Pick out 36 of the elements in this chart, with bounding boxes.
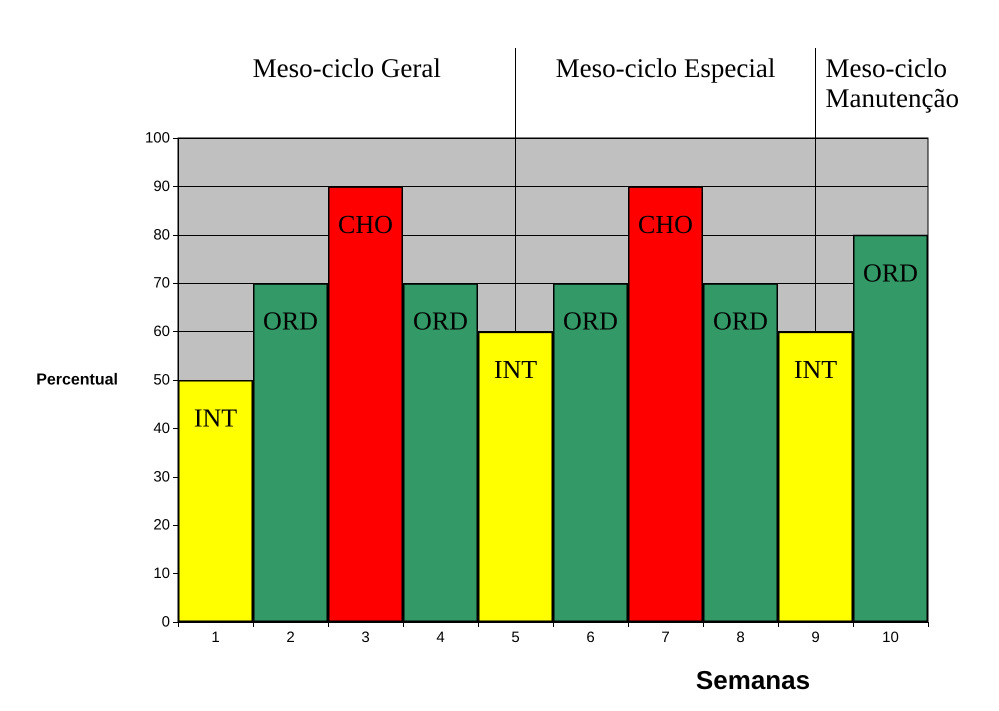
y-tick-label: 20 — [153, 516, 170, 534]
x-tick-label: 1 — [211, 629, 220, 646]
x-tick-label: 4 — [436, 629, 445, 646]
data-label: INT — [194, 404, 238, 432]
text: Meso-ciclo Especial — [556, 53, 776, 83]
data-label: INT — [494, 355, 538, 384]
data-label: ORD — [713, 306, 768, 336]
x-tick-label: 5 — [511, 629, 520, 646]
y-tick-label: 10 — [153, 565, 170, 582]
x-tick-label: 2 — [286, 629, 295, 646]
y-tick-label: 50 — [153, 372, 170, 388]
x-tick-label: 6 — [586, 629, 595, 646]
y-tick-label: 80 — [153, 226, 170, 244]
data-label: CHO — [638, 210, 693, 239]
x-axis-title: Semanas — [696, 665, 810, 695]
x-tick-label: 3 — [361, 629, 370, 646]
data-label: ORD — [263, 306, 318, 336]
y-tick-label: 30 — [153, 468, 170, 486]
y-tick-label: 100 — [144, 130, 170, 146]
data-label: INT — [794, 355, 838, 384]
y-tick-label: 0 — [162, 614, 170, 630]
data-label: ORD — [413, 306, 468, 336]
x-tick-label: 8 — [736, 629, 745, 646]
data-label: ORD — [863, 258, 918, 288]
text: Meso-ciclo Geral — [252, 53, 441, 83]
y-tick-label: 70 — [153, 274, 170, 292]
y-axis-title: Percentual — [36, 372, 118, 388]
x-tick-label: 9 — [811, 629, 820, 646]
y-tick-label: 90 — [153, 178, 170, 195]
y-tick-label: 40 — [153, 420, 170, 437]
data-label: CHO — [338, 210, 393, 239]
x-tick-label: 10 — [882, 629, 899, 646]
data-label: ORD — [563, 306, 618, 336]
x-tick-label: 7 — [661, 629, 670, 646]
text: Meso-ciclo Manutenção — [826, 53, 959, 113]
y-tick-label: 60 — [153, 323, 170, 340]
